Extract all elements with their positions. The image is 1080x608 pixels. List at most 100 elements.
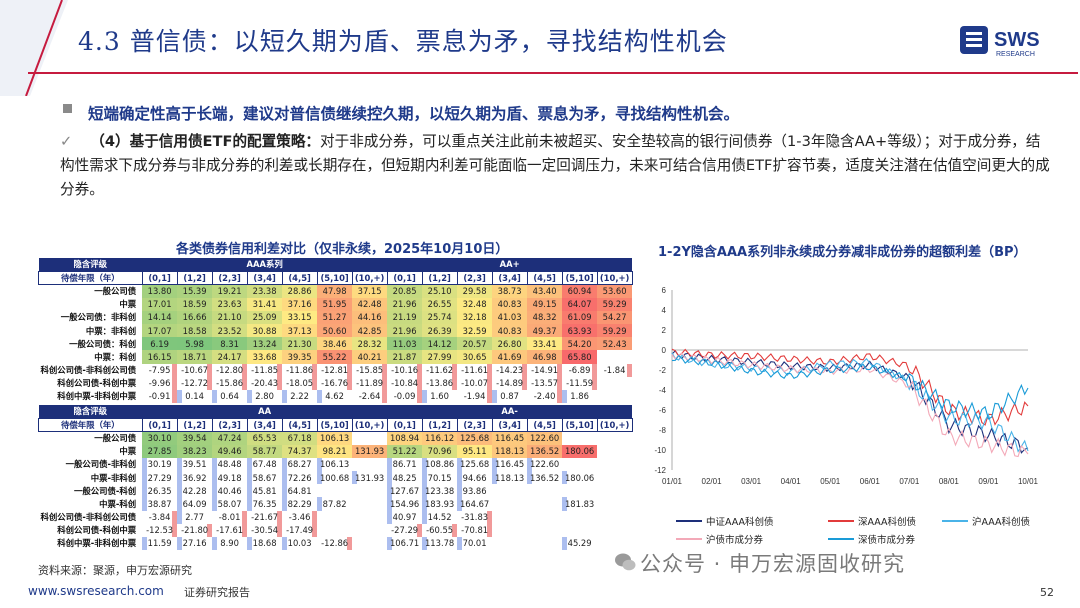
spread-cell: 106.13 (317, 458, 352, 471)
svg-text:SWS: SWS (994, 29, 1040, 51)
spread-cell: 20.57 (457, 337, 492, 350)
spread-cell: 82.29 (282, 497, 317, 510)
legend-label: 中证AAA科创债 (706, 514, 774, 528)
spread-cell: 122.60 (527, 431, 562, 444)
term-col-header: (4,5] (527, 271, 562, 284)
spread-cell (317, 524, 352, 537)
spread-cell: -11.85 (247, 364, 282, 377)
spread-cell: 15.39 (177, 284, 212, 297)
spread-cell (597, 524, 632, 537)
footer-site-link[interactable]: www.swsresearch.com (28, 584, 164, 598)
spread-cell: 59.29 (597, 324, 632, 337)
spread-cell: 181.83 (562, 497, 597, 510)
term-col-header: (2,3] (457, 418, 492, 431)
spread-cell: 21.87 (387, 350, 422, 363)
spread-cell: 32.48 (457, 298, 492, 311)
spread-cell: 18.58 (177, 324, 212, 337)
spread-cell: 108.94 (387, 431, 422, 444)
row-label: 中票 (39, 298, 143, 311)
table-row: 科创公司债-非科创公司债 -7.95 -10.67 -12.80 -11.85 -11.8… (39, 364, 633, 377)
legend-swatch (942, 520, 968, 522)
table-row: 一般公司债-非科创 30.19 39.51 48.48 67.48 68.27 106.13… (39, 458, 633, 471)
spread-cell: 43.40 (527, 284, 562, 297)
x-tick-label: 07/01 (899, 477, 920, 486)
spread-cell: 100.68 (317, 471, 352, 484)
spread-cell: 39.35 (282, 350, 317, 363)
row-label: 中票-科创 (39, 497, 143, 510)
spread-cell (597, 458, 632, 471)
row-label: 科创中票-非科创中票 (39, 537, 143, 550)
spread-cell: -12.53 (142, 524, 177, 537)
watermark: 公众号 · 申万宏源固收研究 (640, 548, 905, 578)
spread-cell: 47.98 (317, 284, 352, 297)
spread-cell: 19.21 (212, 284, 247, 297)
spread-cell: 30.19 (142, 458, 177, 471)
spread-cell: 11.59 (142, 537, 177, 550)
spread-cell (352, 497, 387, 510)
spread-cell: 74.37 (282, 445, 317, 458)
spread-cell: 21.10 (212, 311, 247, 324)
spread-cell: 0.87 (492, 390, 527, 403)
row-label: 中票-非科创 (39, 471, 143, 484)
row-label: 科创公司债-科创中票 (39, 524, 143, 537)
spread-cell (352, 524, 387, 537)
spread-cell (562, 431, 597, 444)
x-tick-label: 08/01 (939, 477, 960, 486)
corner-decoration (0, 0, 68, 96)
spread-cell: 67.48 (247, 458, 282, 471)
table-row: 科创公司债-科创中票 -9.96 -12.72 -15.86 -20.43 -18.05-… (39, 377, 633, 390)
spread-cell: -15.85 (352, 364, 387, 377)
term-col-header: (0,1] (387, 418, 422, 431)
spread-cell: -12.72 (177, 377, 212, 390)
spread-cell: 26.35 (142, 484, 177, 497)
spread-cell: 21.30 (282, 337, 317, 350)
spread-cell: 23.52 (212, 324, 247, 337)
legend-label: 深AAA科创债 (858, 514, 916, 528)
x-tick-label: 04/01 (781, 477, 802, 486)
spread-cell: 164.67 (457, 497, 492, 510)
spread-cell: 21.96 (387, 324, 422, 337)
page-number: 52 (1040, 586, 1054, 599)
x-tick-label: 10/01 (1018, 477, 1039, 486)
y-tick-label: -12 (654, 466, 666, 475)
table-row: 一般公司债：科创 6.19 5.98 8.31 13.24 21.30 38.46 28.32… (39, 337, 633, 350)
spread-cell: 2.22 (282, 390, 317, 403)
spread-cell: -3.46 (282, 511, 317, 524)
spread-cell: 180.06 (562, 471, 597, 484)
spread-cell: -10.67 (177, 364, 212, 377)
table-row: 一般公司债：非科创 14.14 16.66 21.10 25.09 33.15 51.27 4… (39, 311, 633, 324)
spread-cell: 30.10 (142, 431, 177, 444)
spread-cell (492, 524, 527, 537)
spread-cell: 123.38 (422, 484, 457, 497)
term-header: 待偿年限（年） (39, 418, 143, 431)
spread-cell: -11.59 (562, 377, 597, 390)
x-tick-label: 03/01 (741, 477, 762, 486)
spread-cell: 49.37 (527, 324, 562, 337)
spread-cell: -13.57 (527, 377, 562, 390)
spread-cell: 33.41 (527, 337, 562, 350)
y-tick-label: -6 (659, 406, 667, 415)
row-label: 科创公司债-非科创公司债 (39, 364, 143, 377)
spread-cell: 17.01 (142, 298, 177, 311)
table-row: 一般公司债 30.10 39.54 47.24 65.53 67.18 106.13 108.… (39, 431, 633, 444)
x-tick-label: 02/01 (702, 477, 723, 486)
spread-cell: 25.74 (422, 311, 457, 324)
row-label: 一般公司债-非科创 (39, 458, 143, 471)
spread-cell: 51.27 (317, 311, 352, 324)
term-col-header: (3,4] (492, 271, 527, 284)
spread-cell: 30.88 (247, 324, 282, 337)
wechat-icon (614, 552, 636, 572)
spread-table-2: 隐含评级 AA AA- 待偿年限（年） (0,1] (1,2] (2,3] (3,4] (4,5… (38, 405, 633, 550)
spread-cell: 53.60 (597, 284, 632, 297)
spread-cell: 125.68 (457, 458, 492, 471)
term-col-header: (10,+) (597, 271, 632, 284)
row-label: 科创公司债-非科创公司债 (39, 511, 143, 524)
term-col-header: (2,3] (457, 271, 492, 284)
spread-cell: -7.95 (142, 364, 177, 377)
spread-cell: -60.55 (422, 524, 457, 537)
spread-cell: -0.09 (387, 390, 422, 403)
spread-cell: -11.62 (422, 364, 457, 377)
spread-cell: 16.15 (142, 350, 177, 363)
legend-entry: 沪债市成分券 (676, 532, 763, 546)
spread-cell: 16.66 (177, 311, 212, 324)
